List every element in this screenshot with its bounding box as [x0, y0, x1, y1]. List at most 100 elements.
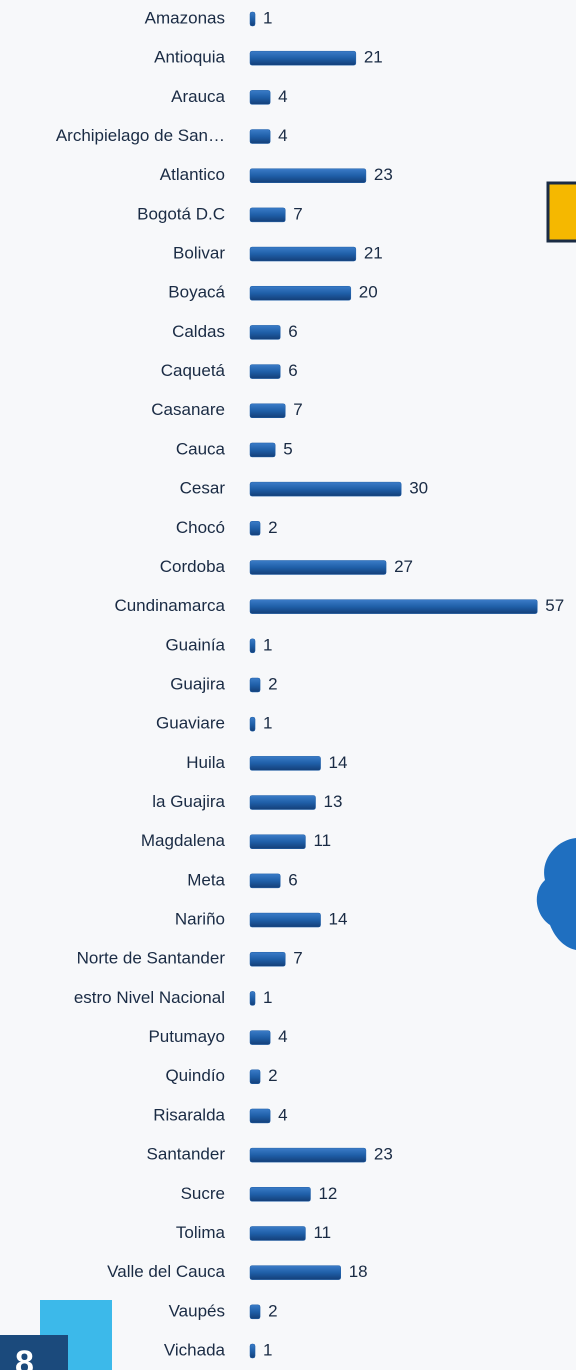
value-label: 14 [329, 910, 348, 929]
bar [249, 168, 367, 183]
bar [249, 1030, 271, 1045]
bar [249, 991, 256, 1006]
category-label: Archipielago de San… [56, 126, 225, 145]
value-label: 23 [374, 1145, 393, 1164]
category-label: Caquetá [161, 361, 226, 380]
value-label: 4 [278, 87, 287, 106]
category-label: Vichada [164, 1340, 226, 1359]
bar [249, 403, 286, 419]
category-label: Sucre [181, 1184, 225, 1203]
category-label: Chocó [176, 518, 225, 537]
value-label: 6 [288, 361, 297, 380]
value-label: 7 [293, 949, 302, 968]
value-label: 27 [394, 557, 413, 576]
category-label: Cauca [176, 439, 226, 458]
value-label: 4 [278, 126, 287, 145]
value-label: 2 [268, 1301, 277, 1320]
bar [249, 1343, 256, 1359]
bar [249, 1108, 271, 1124]
category-label: Cesar [180, 479, 226, 498]
bar [249, 285, 352, 301]
bar [249, 1069, 261, 1085]
bar [249, 50, 357, 66]
bar [249, 1147, 367, 1163]
category-label: Tolima [176, 1223, 226, 1242]
bar [249, 795, 316, 810]
decor-map [536, 838, 576, 950]
value-label: 5 [283, 439, 292, 458]
category-label: Quindío [165, 1066, 225, 1085]
bar [249, 364, 281, 379]
category-label: Cundinamarca [114, 596, 225, 615]
value-label: 4 [278, 1027, 287, 1046]
bar [249, 1226, 306, 1241]
value-label: 6 [288, 322, 297, 341]
page-number: 8 [15, 1344, 34, 1370]
value-label: 1 [263, 635, 272, 654]
category-label: Santander [147, 1145, 226, 1164]
bar [249, 207, 286, 223]
value-label: 23 [374, 165, 393, 184]
bar [249, 325, 281, 340]
bar [249, 481, 402, 497]
value-label: 1 [263, 988, 272, 1007]
category-label: la Guajira [152, 792, 225, 811]
bar [249, 1265, 341, 1280]
value-label: 21 [364, 48, 383, 67]
value-label: 18 [349, 1262, 368, 1281]
bar [249, 873, 281, 889]
category-label: Guaviare [156, 714, 225, 733]
bar [249, 677, 261, 693]
category-label: Boyacá [168, 283, 225, 302]
value-label: 2 [268, 674, 277, 693]
value-label: 11 [313, 1223, 331, 1242]
bar [249, 1187, 311, 1202]
category-label: Norte de Santander [77, 949, 226, 968]
category-label: Valle del Cauca [107, 1262, 225, 1281]
value-label: 1 [263, 1340, 272, 1359]
value-label: 21 [364, 244, 383, 263]
value-label: 11 [313, 831, 331, 850]
decor-box [546, 181, 576, 243]
bar [249, 599, 538, 614]
category-label: Risaralda [153, 1105, 225, 1124]
category-label: Casanare [151, 400, 225, 419]
category-label: Atlantico [160, 165, 225, 184]
category-label: Bolivar [173, 244, 225, 263]
category-label: estro Nivel Nacional [74, 988, 225, 1007]
category-label: Guainía [165, 635, 225, 654]
bar [249, 716, 256, 732]
bar [249, 560, 387, 575]
bar [249, 90, 271, 105]
value-label: 4 [278, 1105, 287, 1124]
category-label: Caldas [172, 322, 225, 341]
value-label: 2 [268, 1066, 277, 1085]
value-label: 7 [293, 204, 302, 223]
bar [249, 129, 271, 144]
category-label: Amazonas [145, 8, 225, 27]
value-label: 13 [324, 792, 343, 811]
value-label: 20 [359, 283, 378, 302]
category-label: Cordoba [160, 557, 226, 576]
category-label: Antioquia [154, 48, 225, 67]
value-label: 6 [288, 870, 297, 889]
value-label: 7 [293, 400, 302, 419]
value-label: 30 [409, 479, 428, 498]
value-label: 12 [318, 1184, 337, 1203]
decor-square [0, 1335, 68, 1370]
category-label: Magdalena [141, 831, 226, 850]
value-label: 1 [263, 8, 272, 27]
value-label: 14 [329, 753, 348, 772]
value-label: 57 [545, 596, 564, 615]
category-label: Vaupés [169, 1301, 225, 1320]
category-label: Bogotá D.C [137, 204, 225, 223]
category-label: Nariño [175, 910, 225, 929]
bar [249, 834, 306, 849]
category-label: Putumayo [148, 1027, 225, 1046]
bar [249, 246, 357, 262]
bar [249, 11, 256, 27]
bar [249, 442, 276, 458]
category-label: Huila [186, 753, 225, 772]
